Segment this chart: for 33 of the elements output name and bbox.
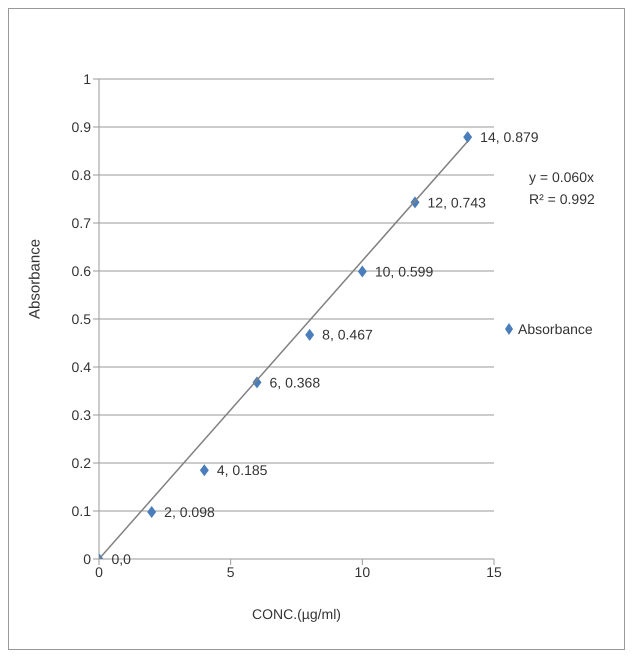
data-label: 14, 0.879	[480, 128, 539, 145]
x-tick-label: 10	[354, 564, 370, 580]
point	[147, 506, 156, 518]
text: R² = 0.992	[529, 191, 595, 207]
y-tick-label: 0.5	[72, 310, 92, 327]
text: y = 0.060x	[529, 169, 594, 185]
x-tick-label: 5	[226, 564, 235, 580]
data-label: 0,0	[112, 550, 132, 567]
y-tick-label: 0	[83, 550, 92, 567]
data-label: 10, 0.599	[374, 263, 434, 280]
legend-label: Absorbance	[518, 321, 593, 337]
y-tick-label: 1	[83, 70, 92, 87]
point	[463, 131, 472, 144]
y-tick-label: 0.9	[72, 118, 92, 135]
y-axis-title: Absorbance	[26, 238, 44, 319]
y-tick-label: 0.6	[72, 262, 92, 279]
data-label: 6, 0.368	[270, 374, 320, 390]
data-label: 4, 0.185	[216, 462, 268, 478]
y-tick-label: 0.7	[72, 214, 92, 231]
data-label: 8, 0.467	[322, 326, 373, 343]
y-tick-label: 0.2	[72, 454, 92, 471]
point	[305, 328, 314, 341]
point	[358, 265, 367, 278]
data-label: 2, 0.098	[164, 504, 215, 520]
x-axis-title: CONC.(µg/ml)	[252, 606, 341, 622]
x-tick-label: 0	[95, 564, 104, 580]
data-label: 12, 0.743	[428, 194, 486, 210]
x-tick-label: 15	[486, 564, 502, 580]
y-tick-label: 0.1	[72, 502, 92, 519]
y-tick-label: 0.3	[72, 406, 92, 423]
y-tick-label: 0.4	[72, 358, 92, 375]
point	[200, 464, 209, 476]
y-tick-label: 0.8	[72, 166, 92, 183]
